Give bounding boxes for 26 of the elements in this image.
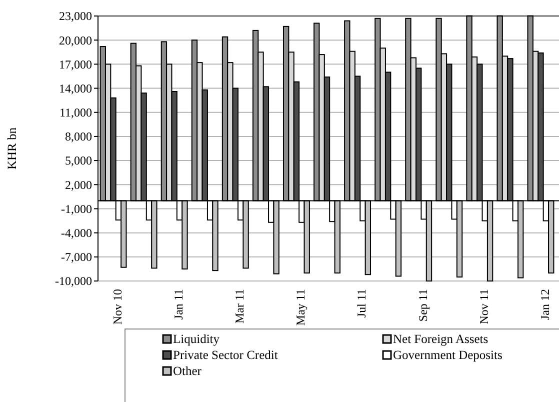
legend-label: Net Foreign Assets xyxy=(393,332,488,346)
y-tick-label: 17,000 xyxy=(59,57,92,72)
y-axis-title: KHR bn xyxy=(5,126,19,170)
y-tick-label: 20,000 xyxy=(59,33,92,48)
y-tick-label: -7,000 xyxy=(61,250,92,264)
y-tick-label: -4,000 xyxy=(61,226,92,240)
legend-label: Liquidity xyxy=(173,332,220,346)
x-tick-label: Sep 11 xyxy=(416,289,430,322)
y-tick-label: 8,000 xyxy=(65,130,92,144)
x-tick-label: Jan 12 xyxy=(538,289,552,320)
y-tick-label: -1,000 xyxy=(61,202,92,216)
x-tick-label: Jul 11 xyxy=(354,289,369,318)
x-tick-label: Mar 11 xyxy=(232,289,247,324)
x-tick-label: Jan 11 xyxy=(172,289,186,320)
x-tick-label: May 11 xyxy=(294,289,308,326)
y-tick-label: 14,000 xyxy=(59,81,92,96)
y-tick-label: 11,000 xyxy=(59,106,92,120)
y-tick-label: -10,000 xyxy=(55,274,92,288)
legend-label: Private Sector Credit xyxy=(173,348,278,362)
y-tick-label: 2,000 xyxy=(65,178,92,192)
legend-label: Government Deposits xyxy=(393,348,502,362)
x-tick-label: Nov 11 xyxy=(476,289,491,324)
legend-label: Other xyxy=(173,364,202,378)
x-tick-label: Nov 10 xyxy=(110,289,124,325)
y-tick-label: 5,000 xyxy=(65,154,92,168)
y-tick-label: 23,000 xyxy=(59,9,92,24)
